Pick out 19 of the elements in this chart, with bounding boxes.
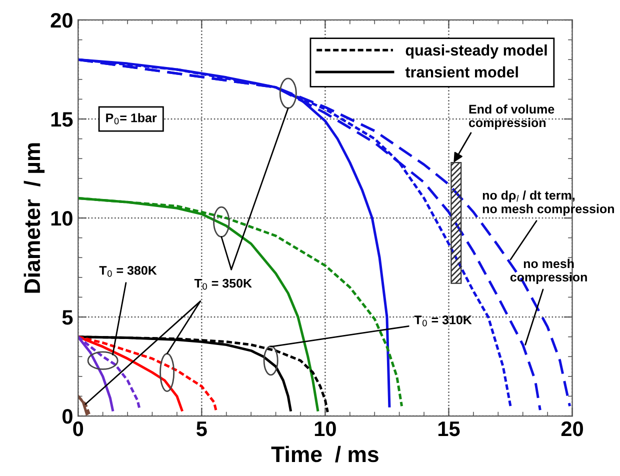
y-tick-label: 20 <box>50 12 72 28</box>
x-axis-title: Time / ms <box>271 446 378 462</box>
x-tick-label: 15 <box>438 422 460 436</box>
x-tick-label: 10 <box>314 421 336 436</box>
y-axis-title: Diameter / µm <box>24 143 45 293</box>
y-tick-label: 15 <box>51 112 73 127</box>
annotation: T$_{0}$ = 350K <box>194 278 252 290</box>
y-tick-label: 5 <box>62 310 73 325</box>
x-tick-label: 20 <box>561 421 583 436</box>
y-tick-label: 10 <box>51 211 72 226</box>
x-tick-label: 5 <box>196 422 207 436</box>
annotation: End of volume compression <box>468 104 554 130</box>
x-tick-label: 0 <box>73 421 84 436</box>
legend-label: quasi-steady model <box>406 44 547 59</box>
y-tick-label: 0 <box>62 409 72 424</box>
annotation: P$_{0}$= 1bar <box>106 113 157 124</box>
legend-label: transient model <box>405 66 518 78</box>
annotation: T$_{0}$ = 310K <box>414 315 472 326</box>
annotation: T$_{0}$ = 380K <box>99 266 157 277</box>
